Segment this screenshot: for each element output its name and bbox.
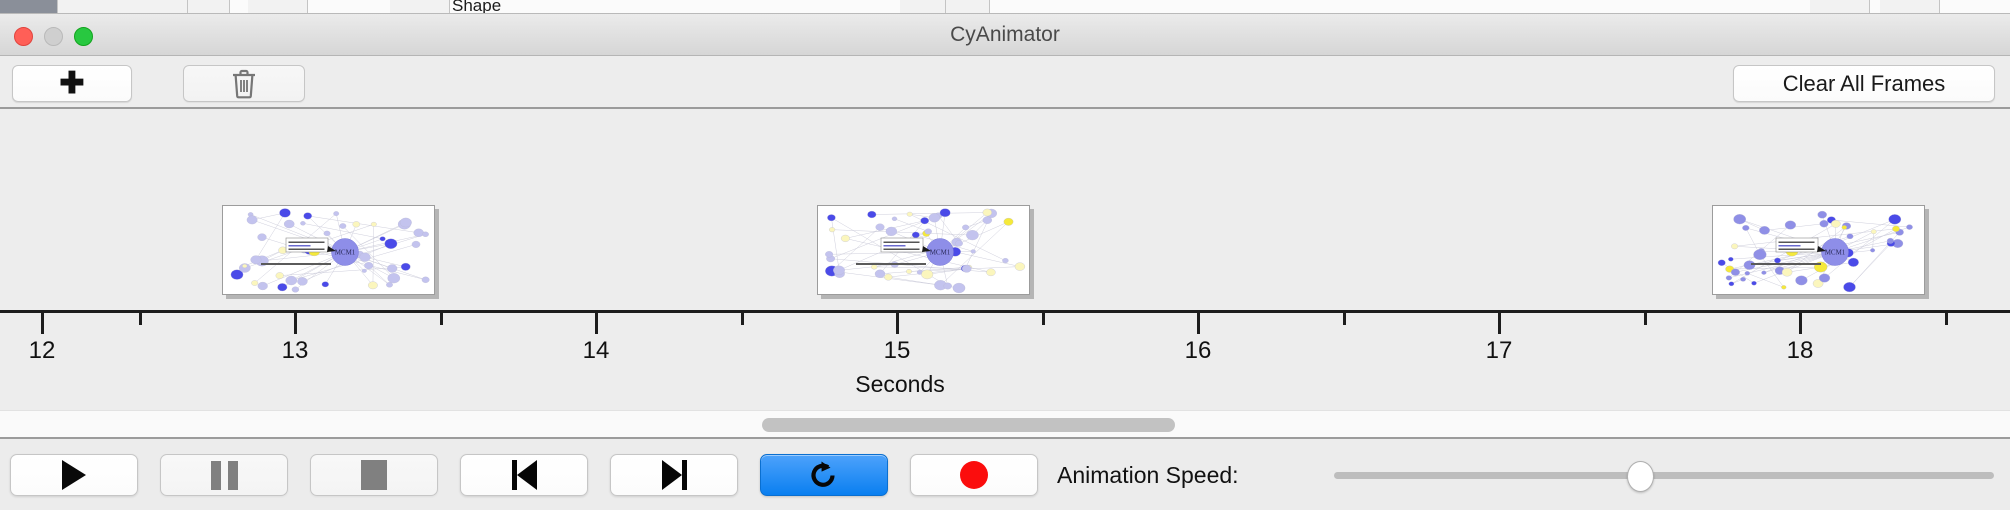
record-icon bbox=[960, 461, 988, 489]
loop-icon bbox=[811, 461, 835, 487]
frame-track[interactable]: MCM1 MCM1 MCM1 bbox=[0, 109, 2010, 309]
minimize-icon[interactable] bbox=[44, 27, 63, 46]
axis-title: Seconds bbox=[0, 371, 2010, 398]
skip-end-button[interactable] bbox=[610, 454, 738, 496]
play-button[interactable] bbox=[10, 454, 138, 496]
svg-text:MCM1: MCM1 bbox=[1825, 249, 1846, 257]
axis-tick-minor bbox=[741, 313, 744, 325]
axis-tick-minor bbox=[440, 313, 443, 325]
axis-tick-major bbox=[1498, 313, 1501, 334]
frame-thumbnail[interactable]: MCM1 bbox=[222, 205, 435, 295]
axis-line bbox=[0, 310, 2010, 313]
background-tab bbox=[1880, 0, 1940, 13]
background-tab bbox=[188, 0, 230, 13]
background-window-label: Shape bbox=[452, 0, 502, 14]
trash-icon bbox=[233, 69, 255, 98]
axis-tick-label: 18 bbox=[1786, 337, 1814, 364]
loop-button[interactable] bbox=[760, 454, 888, 496]
svg-text:MCM1: MCM1 bbox=[930, 249, 951, 257]
frame-thumbnail-image[interactable]: MCM1 bbox=[222, 205, 435, 295]
axis-tick-minor bbox=[139, 313, 142, 325]
title-bar: CyAnimator bbox=[0, 14, 2010, 56]
axis-tick-major bbox=[41, 313, 44, 334]
axis-tick-minor bbox=[1644, 313, 1647, 325]
axis-tick-minor bbox=[1945, 313, 1948, 325]
slider-track bbox=[1334, 472, 1994, 479]
timeline-axis[interactable]: 12 13 14 15 16 17 18 Seconds bbox=[0, 305, 2010, 410]
pause-button[interactable] bbox=[160, 454, 288, 496]
axis-tick-major bbox=[1197, 313, 1200, 334]
stop-button[interactable] bbox=[310, 454, 438, 496]
background-tab bbox=[390, 0, 450, 13]
svg-text:MCM1: MCM1 bbox=[335, 249, 356, 257]
background-tab bbox=[58, 0, 188, 13]
frame-thumbnail-image[interactable]: MCM1 bbox=[1712, 205, 1925, 295]
background-tab bbox=[900, 0, 946, 13]
axis-tick-minor bbox=[1343, 313, 1346, 325]
pause-icon bbox=[210, 460, 238, 490]
animation-speed-slider[interactable] bbox=[1334, 454, 1994, 496]
axis-tick-major bbox=[595, 313, 598, 334]
axis-tick-label: 13 bbox=[281, 337, 309, 364]
window-title: CyAnimator bbox=[950, 23, 1060, 46]
background-tab bbox=[1810, 0, 1870, 13]
axis-tick-major bbox=[1799, 313, 1802, 334]
close-icon[interactable] bbox=[14, 27, 33, 46]
slider-thumb[interactable] bbox=[1627, 461, 1654, 492]
timeline-scrollbar-thumb[interactable] bbox=[762, 418, 1175, 432]
axis-title-label: Seconds bbox=[855, 371, 945, 397]
plus-icon: ✚ bbox=[59, 66, 85, 100]
animation-speed-label: Animation Speed: bbox=[1057, 462, 1239, 488]
frame-thumbnail[interactable]: MCM1 bbox=[1712, 205, 1925, 295]
playback-bar: Animation Speed: bbox=[0, 441, 2010, 510]
axis-tick-major bbox=[294, 313, 297, 334]
axis-tick-major bbox=[896, 313, 899, 334]
clear-all-frames-label: Clear All Frames bbox=[1782, 70, 1946, 96]
frame-thumbnail-image[interactable]: MCM1 bbox=[817, 205, 1030, 295]
axis-tick-label: 12 bbox=[28, 337, 56, 364]
background-tab-selected bbox=[0, 0, 58, 13]
record-button[interactable] bbox=[910, 454, 1038, 496]
play-icon bbox=[62, 460, 86, 490]
frame-thumbnail[interactable]: MCM1 bbox=[817, 205, 1030, 295]
skip-start-button[interactable] bbox=[460, 454, 588, 496]
zoom-icon[interactable] bbox=[74, 27, 93, 46]
background-window-strip: Shape bbox=[0, 0, 2010, 14]
traffic-lights bbox=[14, 27, 93, 46]
skip-end-icon bbox=[661, 460, 687, 490]
skip-start-icon bbox=[511, 460, 537, 490]
axis-tick-label: 17 bbox=[1485, 337, 1513, 364]
axis-tick-minor bbox=[1042, 313, 1045, 325]
axis-tick-label: 15 bbox=[883, 337, 911, 364]
add-frame-button[interactable]: ✚ bbox=[12, 65, 132, 102]
background-tab bbox=[248, 0, 308, 13]
background-tab bbox=[946, 0, 990, 13]
axis-tick-label: 16 bbox=[1184, 337, 1212, 364]
clear-all-frames-button[interactable]: Clear All Frames bbox=[1733, 65, 1995, 102]
axis-tick-label: 14 bbox=[582, 337, 610, 364]
toolbar: ✚ Clear All Frames bbox=[0, 56, 2010, 109]
timeline-scrollbar[interactable] bbox=[0, 410, 2010, 439]
delete-frame-button[interactable] bbox=[183, 65, 305, 102]
stop-icon bbox=[361, 460, 387, 490]
